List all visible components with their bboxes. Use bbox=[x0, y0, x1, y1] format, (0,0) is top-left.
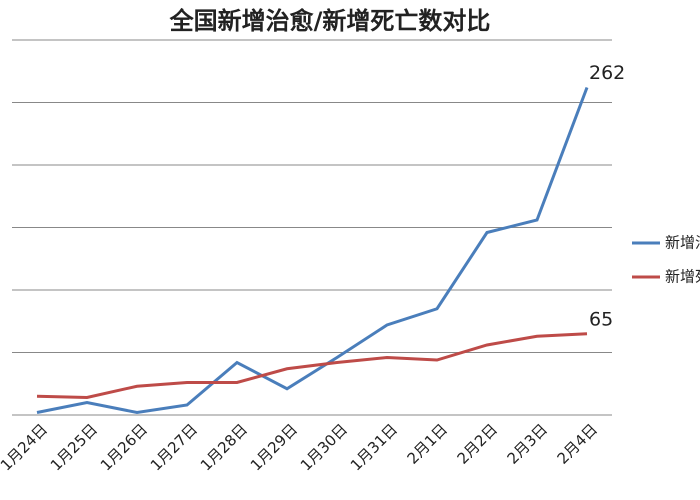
legend-label: 新增治愈 bbox=[665, 234, 700, 252]
x-tick-label: 1月24日 bbox=[0, 420, 51, 474]
series-line bbox=[36, 332, 588, 400]
x-tick-label: 1月25日 bbox=[47, 420, 101, 474]
data-label: 65 bbox=[589, 308, 613, 330]
x-tick-label: 2月2日 bbox=[454, 420, 501, 467]
legend-label: 新增死亡 bbox=[665, 268, 700, 286]
data-label: 262 bbox=[589, 62, 625, 84]
chart-title: 全国新增治愈/新增死亡数对比 bbox=[169, 7, 491, 35]
x-tick-label: 2月4日 bbox=[554, 420, 601, 467]
x-tick-label: 1月27日 bbox=[147, 420, 201, 474]
x-tick-label: 1月29日 bbox=[247, 420, 301, 474]
x-tick-label: 1月26日 bbox=[97, 420, 151, 474]
series-line bbox=[36, 86, 589, 415]
x-tick-label: 1月30日 bbox=[297, 420, 351, 474]
x-tick-label: 2月1日 bbox=[404, 420, 451, 467]
x-tick-label: 1月28日 bbox=[197, 420, 251, 474]
x-tick-label: 1月31日 bbox=[347, 420, 401, 474]
x-tick-label: 2月3日 bbox=[504, 420, 551, 467]
